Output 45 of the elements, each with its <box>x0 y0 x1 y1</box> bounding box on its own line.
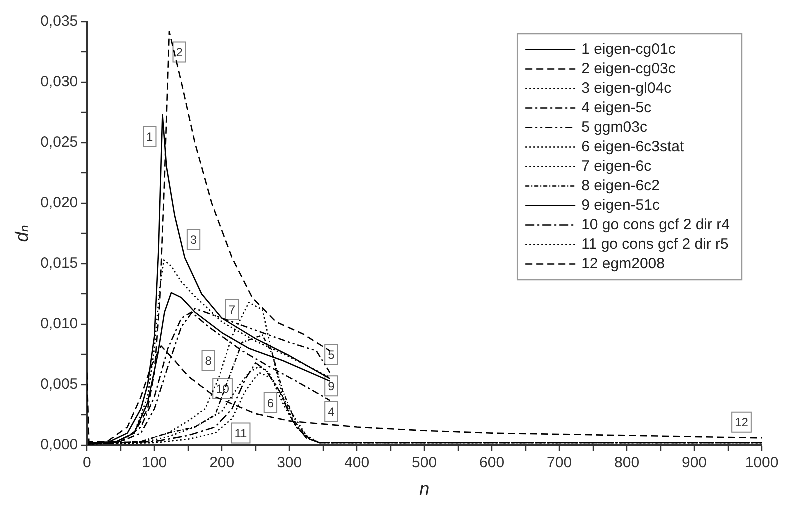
legend-label: 12 egm2008 <box>582 255 665 272</box>
y-tick-label: 0,035 <box>40 13 78 30</box>
x-tick-label: 1000 <box>745 454 779 472</box>
annotation: 4 <box>328 404 336 419</box>
x-tick-label: 100 <box>142 454 168 472</box>
annotation: 11 <box>234 426 248 441</box>
annotation: 10 <box>216 382 230 396</box>
x-tick-label: 800 <box>614 454 640 472</box>
y-tick-label: 0,025 <box>40 134 78 152</box>
x-tick-label: 500 <box>412 454 438 472</box>
annotation: 9 <box>328 379 336 394</box>
annotation: 1 <box>146 130 154 144</box>
x-tick-label: 900 <box>682 454 708 472</box>
y-tick-label: 0,030 <box>40 74 78 91</box>
legend-label: 2 eigen-cg03c <box>582 60 676 78</box>
y-tick-label: 0,005 <box>40 376 78 394</box>
legend-label: 6 eigen-6c3stat <box>582 138 685 156</box>
y-axis-title: dₙ <box>12 225 32 242</box>
x-axis-title: n <box>420 479 430 500</box>
legend-label: 11 go cons gcf 2 dir r5 <box>582 236 729 253</box>
annotation: 3 <box>190 233 198 248</box>
y-tick-label: 0,000 <box>40 436 78 454</box>
y-tick-label: 0,020 <box>40 194 78 212</box>
annotation: 12 <box>735 416 749 430</box>
x-tick-label: 400 <box>344 454 370 472</box>
x-tick-label: 200 <box>210 454 235 472</box>
y-tick-label: 0,010 <box>40 316 78 333</box>
legend-label: 1 eigen-cg01c <box>582 40 676 58</box>
x-tick-label: 700 <box>547 454 572 472</box>
annotation: 5 <box>328 348 336 362</box>
legend-label: 7 eigen-6c <box>582 158 652 175</box>
legend-label: 8 eigen-6c2 <box>582 177 660 194</box>
x-tick-label: 600 <box>480 454 505 472</box>
legend-label: 3 eigen-gl04c <box>582 80 672 97</box>
annotation: 7 <box>228 303 236 318</box>
legend-label: 4 eigen-5c <box>582 99 652 116</box>
annotation: 6 <box>267 396 274 410</box>
legend-label: 10 go cons gcf 2 dir r4 <box>582 216 730 234</box>
annotation: 2 <box>176 46 184 60</box>
annotation: 8 <box>205 354 212 368</box>
x-tick-label: 0 <box>82 454 92 472</box>
y-tick-label: 0,015 <box>40 255 78 272</box>
x-tick-label: 300 <box>277 454 302 472</box>
legend-label: 9 eigen-51c <box>582 196 660 214</box>
legend-label: 5 ggm03c <box>582 118 648 136</box>
